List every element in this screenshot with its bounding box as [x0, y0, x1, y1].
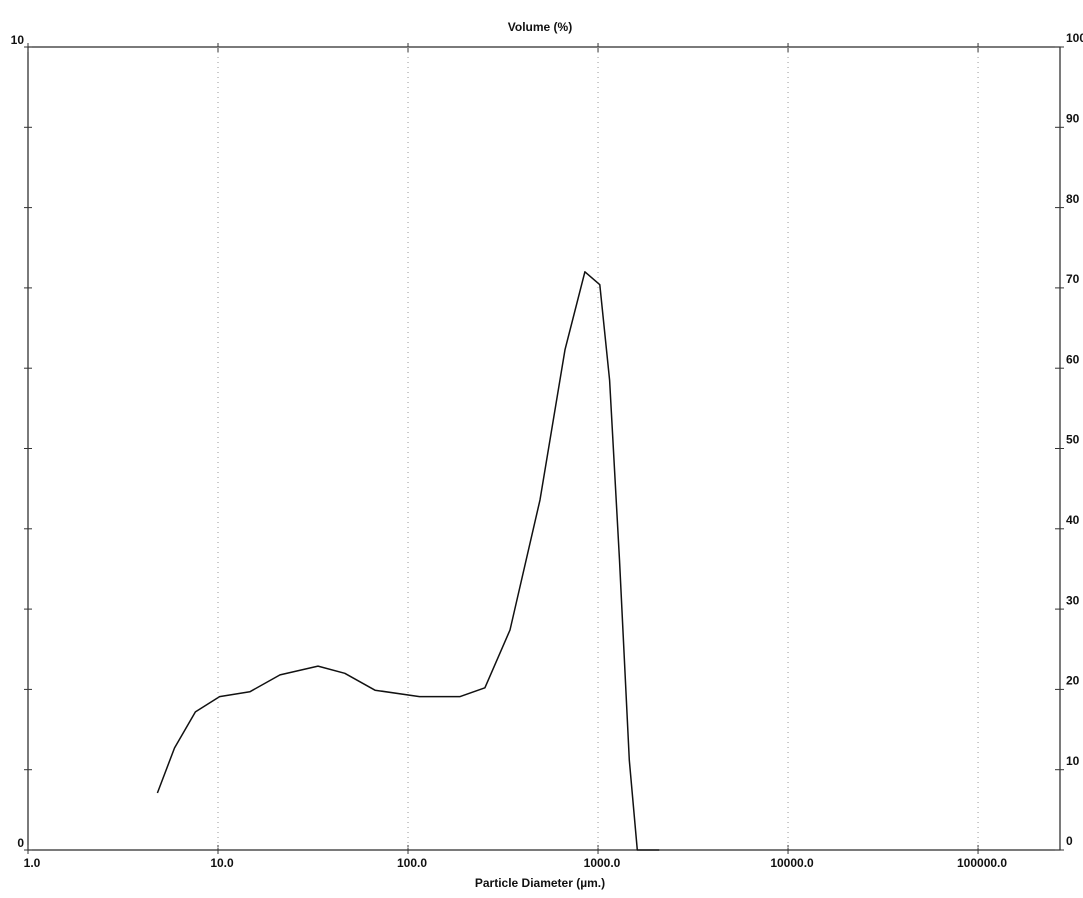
y2-tick-label: 90 [1066, 111, 1080, 125]
x-tick-label: 1.0 [24, 856, 41, 870]
x-tick-label: 100.0 [397, 856, 427, 870]
y2-tick-label: 0 [1066, 834, 1073, 848]
data-line [156, 271, 660, 851]
y2-tick-label: 40 [1066, 513, 1080, 527]
y2-tick-label: 100 [1066, 31, 1083, 45]
y-tick-label: 10 [11, 33, 25, 47]
x-tick-label: 1000.0 [584, 856, 621, 870]
y2-tick-label: 80 [1066, 192, 1080, 206]
y2-tick-label: 60 [1066, 352, 1080, 366]
y2-tick-label: 20 [1066, 674, 1080, 688]
chart-title: Volume (%) [508, 20, 572, 34]
x-tick-label: 10000.0 [770, 856, 814, 870]
x-tick-label: 10.0 [210, 856, 234, 870]
y2-tick-label: 50 [1066, 433, 1080, 447]
x-tick-label: 100000.0 [957, 856, 1007, 870]
y2-tick-label: 30 [1066, 593, 1080, 607]
y2-tick-label: 10 [1066, 754, 1080, 768]
x-axis-label: Particle Diameter (µm.) [475, 876, 605, 890]
y2-tick-label: 70 [1066, 272, 1080, 286]
y-tick-label: 0 [17, 836, 24, 850]
